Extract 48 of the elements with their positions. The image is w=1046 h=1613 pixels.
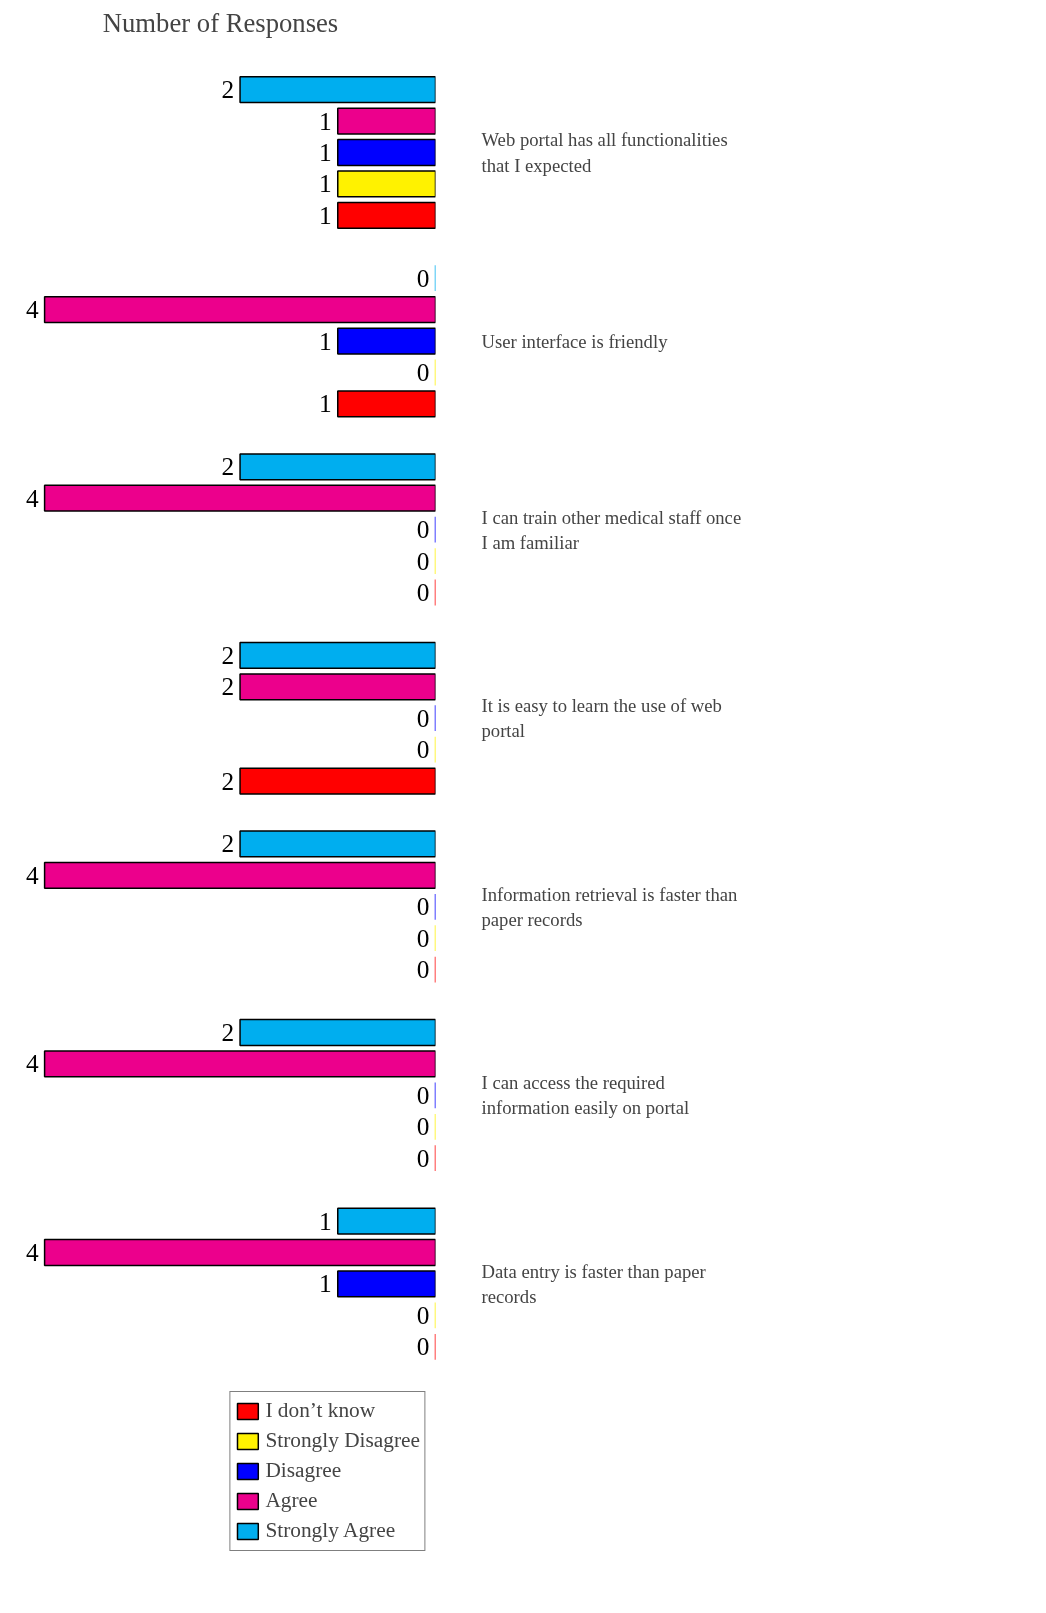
- data-label: 0: [416, 703, 430, 732]
- data-label: 0: [416, 955, 430, 984]
- data-label: 4: [25, 295, 39, 324]
- y-tick-label: It is easy to learn the use of web portal: [481, 695, 722, 742]
- data-label: 4: [25, 483, 39, 512]
- data-label: 2: [221, 640, 235, 669]
- data-label: 1: [319, 389, 332, 418]
- data-label: 1: [319, 138, 332, 166]
- data-label: 0: [416, 1300, 430, 1329]
- data-label: 1: [319, 326, 332, 355]
- legend-label: Strongly Disagree: [265, 1427, 420, 1454]
- y-tick-label: I can access the required information easily on portal: [481, 1072, 690, 1119]
- data-label: 2: [221, 452, 235, 481]
- y-tick-label: I can train other medical staff once I am familiar: [481, 506, 742, 553]
- data-label: 0: [416, 358, 430, 386]
- data-label: 4: [25, 860, 39, 889]
- data-label: 0: [416, 546, 430, 575]
- y-tick-label: User interface is friendly: [481, 330, 669, 352]
- data-label: 2: [221, 1018, 235, 1046]
- data-label: 0: [416, 1143, 430, 1172]
- data-label: 1: [319, 1269, 332, 1298]
- data-label: 1: [319, 200, 332, 229]
- chart-title: Number of Responses: [102, 7, 339, 38]
- y-tick-label: Information retrieval is faster than paper records: [481, 883, 739, 930]
- legend-label: Strongly Agree: [265, 1517, 396, 1544]
- data-label: 0: [416, 892, 430, 921]
- legend-label: I don’t know: [265, 1397, 376, 1424]
- data-label: 0: [416, 923, 430, 952]
- data-label: 0: [416, 1332, 430, 1361]
- data-label: 4: [25, 1049, 39, 1078]
- data-label: 1: [319, 106, 332, 135]
- data-label: 1: [319, 1206, 332, 1235]
- data-label: 0: [416, 578, 430, 606]
- data-label: 2: [221, 766, 235, 795]
- data-label: 0: [416, 1112, 430, 1141]
- legend-label: Disagree: [265, 1457, 342, 1484]
- data-label: 2: [221, 672, 235, 701]
- data-label: 0: [416, 735, 430, 764]
- data-label: 2: [221, 75, 235, 104]
- data-label: 0: [416, 515, 430, 544]
- data-label: 1: [319, 169, 332, 198]
- y-tick-label: Web portal has all functionalities that I expected: [481, 129, 728, 176]
- y-tick-label: Data entry is faster than paper records: [481, 1260, 707, 1308]
- data-label: 4: [25, 1238, 39, 1266]
- data-label: 0: [416, 263, 430, 292]
- data-label: 0: [416, 1080, 430, 1109]
- legend-label: Agree: [265, 1487, 318, 1514]
- data-label: 2: [221, 829, 235, 858]
